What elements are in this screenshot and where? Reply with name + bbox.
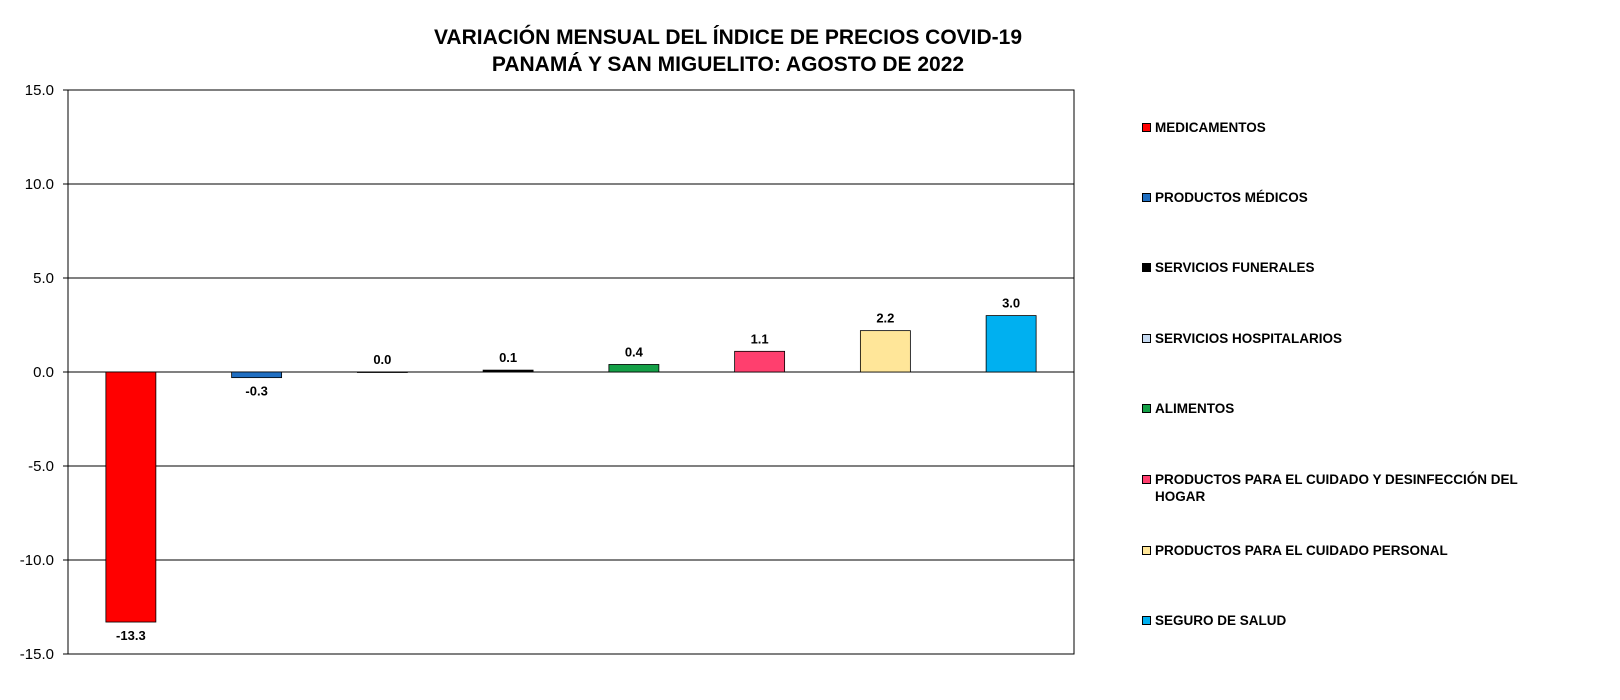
legend-entry: SERVICIOS FUNERALES [1142, 259, 1522, 276]
y-tick-label: 10.0 [25, 176, 54, 193]
legend-entry: PRODUCTOS MÉDICOS [1142, 189, 1522, 206]
bar [356, 371, 408, 373]
legend-label: SEGURO DE SALUD [1155, 613, 1287, 628]
y-tick-label: 15.0 [25, 82, 54, 99]
legend-swatch [1142, 616, 1151, 625]
data-label: 1.1 [751, 331, 769, 346]
plot-area [67, 89, 1075, 655]
legend-swatch [1142, 193, 1151, 202]
data-label: 3.0 [1002, 296, 1020, 311]
legend-entry: SERVICIOS HOSPITALARIOS [1142, 330, 1522, 347]
legend-swatch [1142, 263, 1151, 272]
data-label: 0.1 [499, 350, 517, 365]
legend-label: MEDICAMENTOS [1155, 120, 1266, 135]
y-tick-label: 5.0 [33, 270, 54, 287]
bar [608, 364, 660, 373]
chart-title-line-1: VARIACIÓN MENSUAL DEL ÍNDICE DE PRECIOS … [433, 26, 1023, 49]
y-tick-label: -15.0 [20, 646, 54, 663]
y-tick-label: -5.0 [28, 458, 54, 475]
data-label: 0.0 [373, 352, 391, 367]
legend-swatch [1142, 334, 1151, 343]
bar [231, 371, 283, 379]
y-tick-label: 0.0 [33, 364, 54, 381]
data-label: -13.3 [116, 628, 146, 643]
bar [859, 330, 911, 373]
legend-swatch [1142, 123, 1151, 132]
chart-title-line-2: PANAMÁ Y SAN MIGUELITO: AGOSTO DE 2022 [491, 53, 965, 76]
legend-entry: SEGURO DE SALUD [1142, 612, 1522, 629]
legend-entry: ALIMENTOS [1142, 400, 1522, 417]
bar [482, 369, 534, 373]
bar [105, 371, 157, 623]
y-tick-label: -10.0 [20, 552, 54, 569]
bar [985, 315, 1037, 373]
data-label: 2.2 [876, 311, 894, 326]
legend-label: PRODUCTOS PARA EL CUIDADO PERSONAL [1155, 543, 1448, 558]
chart-title: VARIACIÓN MENSUAL DEL ÍNDICE DE PRECIOS … [68, 24, 1388, 78]
data-label: 0.4 [625, 344, 644, 359]
bar [734, 350, 786, 373]
legend-swatch [1142, 546, 1151, 555]
legend-label: ALIMENTOS [1155, 401, 1235, 416]
legend-entry: PRODUCTOS PARA EL CUIDADO PERSONAL [1142, 542, 1522, 559]
legend-swatch [1142, 475, 1151, 484]
legend-swatch [1142, 404, 1151, 413]
legend-label: PRODUCTOS MÉDICOS [1155, 190, 1308, 205]
legend-label: SERVICIOS HOSPITALARIOS [1155, 331, 1343, 346]
legend-entry: PRODUCTOS PARA EL CUIDADO Y DESINFECCIÓN… [1142, 471, 1522, 505]
data-label: -0.3 [245, 384, 267, 399]
legend-label: SERVICIOS FUNERALES [1155, 260, 1315, 275]
legend-label: PRODUCTOS PARA EL CUIDADO Y DESINFECCIÓN… [1155, 472, 1518, 504]
legend-entry: MEDICAMENTOS [1142, 119, 1522, 136]
